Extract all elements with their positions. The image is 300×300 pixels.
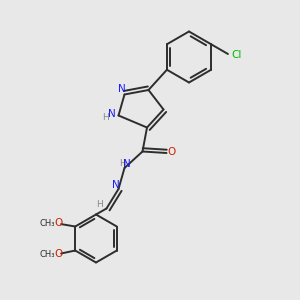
Text: CH₃: CH₃ <box>40 219 56 228</box>
Text: O: O <box>54 218 62 228</box>
Text: N: N <box>118 84 126 94</box>
Text: N: N <box>112 180 120 190</box>
Text: Cl: Cl <box>232 50 242 61</box>
Text: N: N <box>108 109 116 119</box>
Text: N: N <box>123 159 130 170</box>
Text: O: O <box>54 249 62 260</box>
Text: H: H <box>119 159 125 168</box>
Text: O: O <box>167 147 176 157</box>
Text: H: H <box>103 113 109 122</box>
Text: H: H <box>97 200 103 209</box>
Text: CH₃: CH₃ <box>40 250 56 259</box>
